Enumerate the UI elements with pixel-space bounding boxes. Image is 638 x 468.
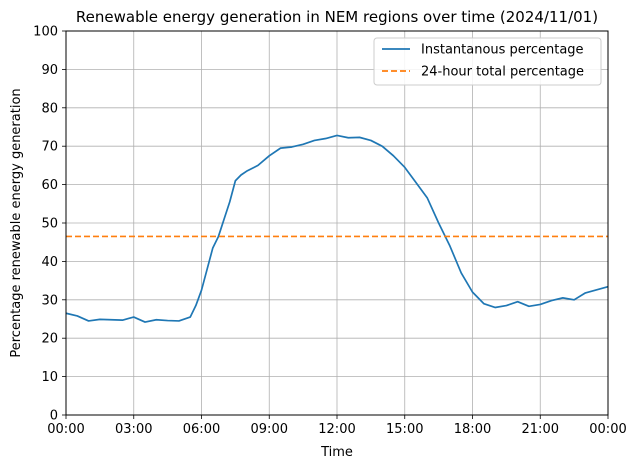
x-tick-label: 18:00 (454, 422, 491, 437)
y-tick-label: 30 (41, 293, 58, 308)
legend-label-instantaneous: Instantanous percentage (421, 43, 584, 58)
y-axis-ticks: 0 10 20 30 40 50 60 70 80 90 100 (33, 25, 66, 424)
x-axis-label: Time (320, 445, 353, 460)
legend: Instantanous percentage 24-hour total pe… (373, 37, 602, 86)
y-tick-label: 10 (41, 370, 58, 385)
y-tick-label: 100 (33, 25, 58, 40)
x-tick-label: 15:00 (386, 422, 423, 437)
x-tick-label: 06:00 (183, 422, 220, 437)
y-tick-label: 50 (41, 217, 58, 232)
y-tick-label: 40 (41, 255, 58, 270)
y-tick-label: 20 (41, 332, 58, 347)
x-tick-label: 12:00 (318, 422, 355, 437)
x-tick-label: 03:00 (115, 422, 152, 437)
x-tick-label: 09:00 (251, 422, 288, 437)
y-axis-label: Percentage renewable energy generation (9, 88, 24, 357)
grid-lines (65, 30, 609, 416)
series-layer (65, 134, 609, 323)
x-tick-label: 00:00 (589, 422, 626, 437)
legend-box (373, 37, 602, 86)
y-tick-label: 0 (50, 409, 58, 424)
series-line-instantaneous (65, 134, 609, 323)
y-tick-label: 60 (41, 178, 58, 193)
x-tick-label: 21:00 (522, 422, 559, 437)
x-tick-label: 00:00 (47, 422, 84, 437)
y-tick-label: 70 (41, 140, 58, 155)
legend-label-daily-total: 24-hour total percentage (421, 65, 584, 80)
y-tick-label: 80 (41, 101, 58, 116)
x-axis-ticks: 00:00 03:00 06:00 09:00 12:00 15:00 18:00 21:00… (47, 415, 627, 437)
y-tick-label: 90 (41, 63, 58, 78)
chart-title: Renewable energy generation in NEM regio… (76, 8, 598, 26)
